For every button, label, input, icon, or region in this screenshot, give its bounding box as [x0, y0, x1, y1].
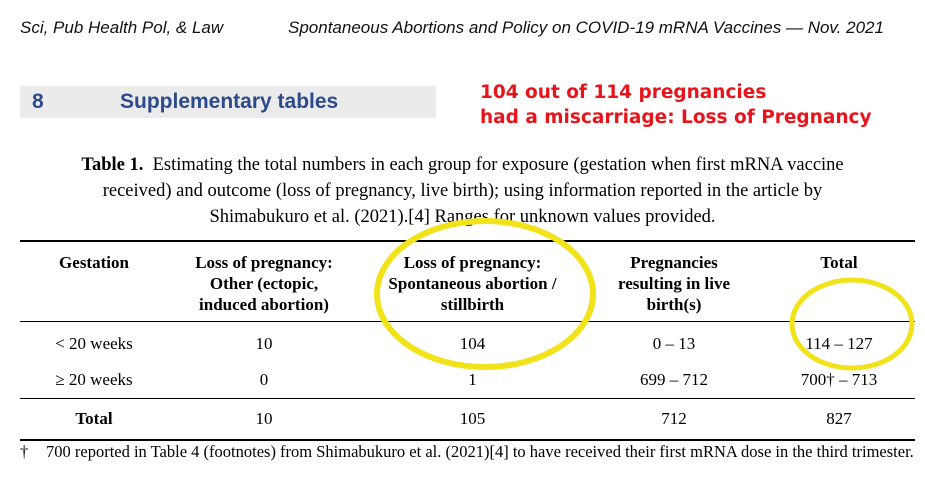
table-cell: 827: [763, 398, 915, 441]
header-loss-other: Loss of pregnancy: Other (ectopic, induc…: [168, 240, 360, 322]
table-cell: 114 – 127: [805, 334, 873, 353]
header-text: Pregnancies: [630, 253, 718, 272]
journal-name: Sci, Pub Health Pol, & Law: [20, 18, 224, 37]
caption-label: Table 1.: [81, 155, 144, 175]
section-title: Supplementary tables: [120, 90, 339, 113]
table-cell: 712: [585, 398, 763, 441]
running-header: Sci, Pub Health Pol, & Law Spontaneous A…: [0, 18, 925, 40]
table-cell: ≥ 20 weeks: [55, 370, 133, 389]
table-cell: < 20 weeks: [55, 334, 133, 353]
caption-line-1: Table 1. Estimating the total numbers in…: [0, 152, 925, 178]
footnote-text: 700 reported in Table 4 (footnotes) from…: [46, 442, 914, 461]
header-text: Other (ectopic,: [209, 274, 319, 293]
header-text: Loss of pregnancy:: [195, 253, 333, 272]
table-header-row: Gestation Loss of pregnancy: Other (ecto…: [20, 240, 915, 322]
table-cell: 0: [259, 370, 269, 389]
section-number: 8: [32, 90, 44, 113]
running-title: Spontaneous Abortions and Policy on COVI…: [288, 18, 884, 37]
section-heading: 8 Supplementary tables: [20, 86, 436, 118]
table-cell: 0 – 13: [652, 334, 696, 353]
table-cell: 10: [168, 398, 360, 441]
table-row: < 20 weeks 10 104 0 – 13 114 – 127: [20, 322, 915, 363]
table-cell: 10: [255, 334, 273, 353]
red-annotation: 104 out of 114 pregnancies had a miscarr…: [480, 80, 900, 130]
header-total: Total: [763, 240, 915, 322]
table-cell: 700† – 713: [800, 370, 878, 389]
caption-text-1: Estimating the total numbers in each gro…: [152, 155, 844, 175]
table-cell: 104: [459, 334, 486, 353]
table-cell: 1: [468, 370, 477, 389]
annotation-line-1: 104 out of 114 pregnancies: [480, 82, 767, 103]
footnote-symbol: †: [20, 442, 29, 461]
caption-line-3: Shimabukuro et al. (2021).[4] Ranges for…: [209, 207, 716, 227]
table-row: ≥ 20 weeks 0 1 699 – 712 700† – 713: [20, 362, 915, 399]
table-cell: Total: [20, 398, 168, 441]
supplementary-table-1: Gestation Loss of pregnancy: Other (ecto…: [20, 240, 915, 441]
annotation-line-2: had a miscarriage: Loss of Pregnancy: [480, 107, 872, 128]
header-loss-spontaneous: Loss of pregnancy: Spontaneous abortion …: [360, 240, 585, 322]
table-cell: 105: [360, 398, 585, 441]
header-text: Loss of pregnancy:: [403, 253, 542, 272]
header-text: birth(s): [646, 295, 702, 314]
table-caption: Table 1. Estimating the total numbers in…: [0, 152, 925, 230]
caption-line-2: received) and outcome (loss of pregnancy…: [102, 181, 823, 201]
header-text: induced abortion): [199, 295, 329, 314]
header-text: Gestation: [59, 253, 129, 272]
header-text: resulting in live: [617, 274, 731, 293]
header-text: Total: [820, 253, 858, 272]
table-cell: 699 – 712: [640, 370, 708, 389]
table-total-row: Total 10 105 712 827: [20, 398, 915, 441]
header-gestation: Gestation: [20, 240, 168, 322]
header-live-births: Pregnancies resulting in live birth(s): [585, 240, 763, 322]
header-text: stillbirth: [440, 295, 505, 314]
header-text: Spontaneous abortion /: [388, 274, 557, 293]
